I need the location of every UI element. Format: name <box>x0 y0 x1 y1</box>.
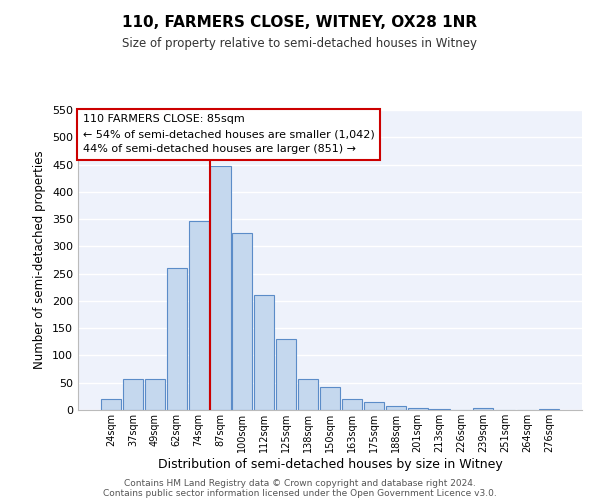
Bar <box>407 408 428 410</box>
Bar <box>364 402 384 410</box>
Bar <box>539 409 559 410</box>
Bar <box>320 387 340 410</box>
Text: Contains public sector information licensed under the Open Government Licence v3: Contains public sector information licen… <box>103 488 497 498</box>
Text: 110, FARMERS CLOSE, WITNEY, OX28 1NR: 110, FARMERS CLOSE, WITNEY, OX28 1NR <box>122 15 478 30</box>
Bar <box>430 409 449 410</box>
Bar <box>188 220 209 410</box>
Bar <box>167 268 187 410</box>
Bar <box>232 232 253 410</box>
Bar <box>298 379 318 410</box>
Bar <box>145 379 165 410</box>
Y-axis label: Number of semi-detached properties: Number of semi-detached properties <box>34 150 46 370</box>
Text: Contains HM Land Registry data © Crown copyright and database right 2024.: Contains HM Land Registry data © Crown c… <box>124 478 476 488</box>
Bar <box>254 296 274 410</box>
Bar <box>342 399 362 410</box>
Bar <box>101 399 121 410</box>
Bar <box>276 339 296 410</box>
X-axis label: Distribution of semi-detached houses by size in Witney: Distribution of semi-detached houses by … <box>158 458 502 470</box>
Bar <box>473 408 493 410</box>
Bar <box>386 406 406 410</box>
Text: Size of property relative to semi-detached houses in Witney: Size of property relative to semi-detach… <box>122 38 478 51</box>
Text: 110 FARMERS CLOSE: 85sqm
← 54% of semi-detached houses are smaller (1,042)
44% o: 110 FARMERS CLOSE: 85sqm ← 54% of semi-d… <box>83 114 375 154</box>
Bar <box>123 379 143 410</box>
Bar <box>211 166 230 410</box>
